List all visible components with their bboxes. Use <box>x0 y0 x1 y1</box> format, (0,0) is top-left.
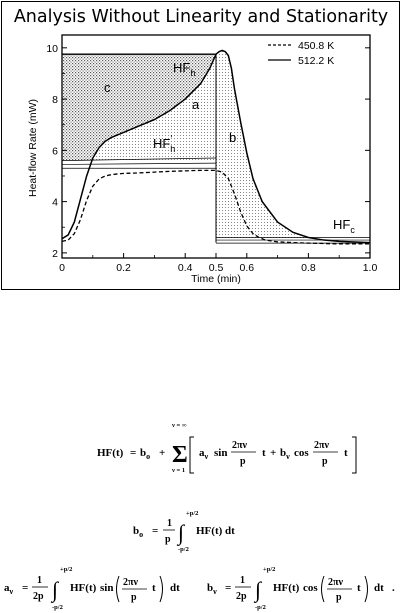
y-axis-label: Heat-flow Rate (mW) <box>27 99 39 197</box>
svg-text:p: p <box>131 592 137 603</box>
hf-h-prime-line <box>61 162 217 165</box>
svg-text:ν = 1: ν = 1 <box>171 467 185 474</box>
fourier-series-equation: HF(t) = bo + ν = ∞ Σ ν = 1 aν sin 2πν p … <box>97 422 357 474</box>
svg-text:=: = <box>225 582 231 594</box>
chart: Analysis Without Linearity and Stationar… <box>14 7 388 285</box>
svg-text:cos: cos <box>303 582 318 594</box>
svg-text:2p: 2p <box>236 591 247 602</box>
svg-text:bo: bo <box>133 525 143 539</box>
svg-text:=: = <box>152 525 158 537</box>
x-tick-label: 0.5 <box>209 262 224 274</box>
svg-text:bν: bν <box>280 447 290 461</box>
svg-text:p: p <box>336 592 342 603</box>
svg-text:HF(t): HF(t) <box>273 582 300 594</box>
region-b-fill <box>216 50 340 242</box>
x-tick-label: 0.6 <box>239 262 254 274</box>
legend-label-512: 512.2 K <box>298 55 334 67</box>
svg-text:HF(t): HF(t) <box>97 447 124 459</box>
svg-text:1: 1 <box>167 518 172 529</box>
svg-text:2πν: 2πν <box>123 577 138 588</box>
y-tick-label: 10 <box>46 43 58 55</box>
svg-text:2πν: 2πν <box>314 440 329 451</box>
svg-text:∫: ∫ <box>50 577 60 603</box>
svg-text:HF(t): HF(t) <box>70 582 97 594</box>
region-c-label: c <box>104 80 111 95</box>
series-line-5122K <box>61 49 371 244</box>
svg-text:sin: sin <box>214 447 227 459</box>
svg-text:bo: bo <box>140 447 150 461</box>
svg-text:=: = <box>22 582 28 594</box>
svg-text:-p/2: -p/2 <box>52 604 63 611</box>
svg-text:1: 1 <box>37 575 42 586</box>
svg-text:-p/2: -p/2 <box>255 604 266 611</box>
svg-text:+: + <box>159 447 165 459</box>
svg-text:sin: sin <box>100 582 113 594</box>
svg-text:2πν: 2πν <box>232 440 247 451</box>
region-b-label: b <box>229 130 236 145</box>
x-tick-label: 0.4 <box>178 262 193 274</box>
region-a-fill <box>92 54 216 161</box>
svg-text:dt: dt <box>374 582 384 594</box>
svg-text:.: . <box>392 582 395 594</box>
svg-text:t: t <box>262 447 266 459</box>
svg-text:aν: aν <box>4 582 14 596</box>
svg-text:HF(t) dt: HF(t) dt <box>196 525 235 537</box>
svg-text:+: + <box>270 447 276 459</box>
svg-text:-p/2: -p/2 <box>178 546 189 553</box>
svg-text:2p: 2p <box>33 591 44 602</box>
svg-text:∫: ∫ <box>253 577 263 603</box>
svg-text:Σ: Σ <box>172 442 188 468</box>
series-line-4508K <box>61 169 370 245</box>
legend-label-450: 450.8 K <box>298 40 334 52</box>
y-tick-label: 6 <box>52 145 58 157</box>
svg-text:t: t <box>357 582 361 594</box>
y-tick-label: 2 <box>52 248 58 260</box>
svg-text:1: 1 <box>240 575 245 586</box>
y-tick-label: 4 <box>52 197 58 209</box>
av-bv-equations: aν = 1 2p ∫ +p/2 -p/2 HF(t) sin 2πν p t … <box>4 566 395 611</box>
hf-h-label: HFh <box>173 60 195 78</box>
hf-h-prime-line <box>61 157 217 161</box>
svg-text:+p/2: +p/2 <box>186 510 198 517</box>
y-tick-label: 8 <box>52 94 58 106</box>
svg-text:ν = ∞: ν = ∞ <box>171 422 187 429</box>
svg-text:∫: ∫ <box>176 520 186 546</box>
svg-text:aν: aν <box>199 447 209 461</box>
svg-text:=: = <box>130 447 136 459</box>
svg-text:t: t <box>152 582 156 594</box>
svg-text:2πν: 2πν <box>328 577 343 588</box>
chart-title: Analysis Without Linearity and Stationar… <box>14 7 388 27</box>
x-tick-label: 0 <box>59 262 65 274</box>
x-axis-label: Time (min) <box>191 273 241 285</box>
svg-text:t: t <box>344 447 348 459</box>
hf-h-prime-label: HF' h <box>153 134 175 154</box>
svg-text:p: p <box>165 534 171 545</box>
b0-equation: bo = 1 p ∫ +p/2 -p/2 HF(t) dt <box>133 510 235 553</box>
legend: 450.8 K 512.2 K <box>268 40 334 67</box>
svg-text:cos: cos <box>294 447 309 459</box>
x-tick-label: 0.8 <box>301 262 316 274</box>
svg-text:bν: bν <box>207 582 217 596</box>
region-c-fill <box>62 54 216 161</box>
svg-text:p: p <box>240 456 246 467</box>
svg-text:dt: dt <box>170 582 180 594</box>
region-a-label: a <box>192 97 200 112</box>
svg-text:+p/2: +p/2 <box>263 566 275 573</box>
x-tick-label: 1.0 <box>363 262 378 274</box>
svg-text:p: p <box>322 456 328 467</box>
x-tick-label: 0.2 <box>116 262 131 274</box>
hf-c-label: HFc <box>333 217 355 235</box>
svg-text:+p/2: +p/2 <box>60 566 72 573</box>
